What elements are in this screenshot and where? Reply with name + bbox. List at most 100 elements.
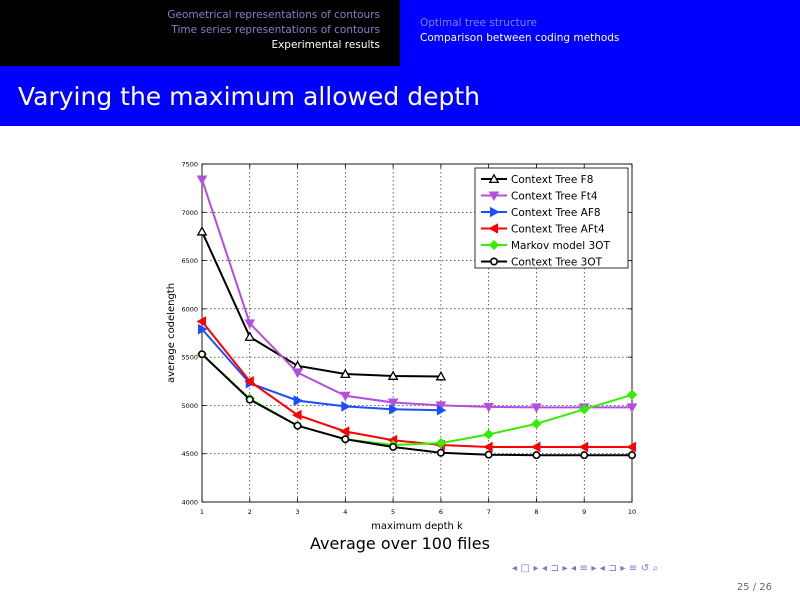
data-point-series-4 — [530, 441, 541, 453]
subsection-link-optimal-tree[interactable]: Optimal tree structure — [420, 17, 537, 29]
data-point-series-1 — [340, 368, 351, 379]
x-tick-label: 6 — [439, 508, 443, 516]
data-point-series-4 — [292, 409, 302, 421]
triangle-right-icon[interactable]: ▸ — [533, 563, 540, 574]
data-point-series-6 — [532, 451, 541, 460]
legend-box — [474, 167, 629, 269]
frame-icon[interactable]: □ — [520, 563, 531, 574]
triangle-left-icon[interactable]: ◂ — [599, 563, 606, 574]
y-tick-label: 7000 — [181, 209, 198, 217]
legend-label-5: Markov model 3OT — [511, 240, 610, 252]
subsection-icon[interactable]: ⊐ — [608, 563, 618, 574]
plot-frame — [201, 163, 633, 503]
data-point-series-1 — [435, 370, 447, 381]
data-point-series-6 — [341, 435, 350, 444]
section-link-experimental-results[interactable]: Experimental results — [271, 39, 380, 51]
data-point-series-3 — [293, 395, 304, 406]
data-point-series-3 — [341, 401, 351, 412]
data-point-series-2 — [483, 402, 494, 413]
data-point-series-2 — [435, 401, 447, 411]
legend-label-3: Context Tree AF8 — [511, 207, 601, 219]
search-icon[interactable]: ⌕ — [652, 563, 659, 574]
x-tick-label: 9 — [582, 508, 586, 516]
subsection-list: Optimal tree structure Comparison betwee… — [400, 0, 800, 66]
data-point-series-6 — [198, 350, 207, 359]
x-tick-label: 10 — [628, 508, 636, 516]
y-tick-label: 6500 — [181, 257, 198, 265]
x-tick-label: 2 — [248, 508, 252, 516]
legend-marker-4 — [488, 223, 499, 234]
y-tick-label: 4500 — [181, 450, 198, 458]
data-point-series-2 — [340, 391, 351, 402]
legend-label-2: Context Tree Ft4 — [511, 191, 598, 203]
x-axis-label: maximum depth k — [371, 521, 463, 532]
x-tick-label: 4 — [343, 508, 347, 516]
section-list: Geometrical representations of contours … — [0, 0, 400, 66]
section-link-time-series[interactable]: Time series representations of contours — [171, 24, 380, 36]
x-tick-label: 5 — [391, 508, 395, 516]
subsection-link-comparison[interactable]: Comparison between coding methods — [420, 32, 620, 44]
data-point-series-3 — [436, 404, 447, 416]
x-tick-label: 3 — [295, 508, 299, 516]
data-point-series-6 — [293, 421, 302, 430]
legend-marker-3 — [489, 206, 500, 218]
subsection-icon[interactable]: ⊐ — [550, 563, 560, 574]
data-point-series-3 — [197, 323, 208, 335]
data-point-series-4 — [244, 375, 254, 387]
data-point-series-5 — [435, 437, 447, 449]
section-icon[interactable]: ≡ — [579, 563, 589, 574]
data-point-series-1 — [244, 331, 256, 341]
data-point-series-4 — [483, 441, 493, 453]
triangle-left-icon[interactable]: ◂ — [542, 563, 548, 574]
legend-marker-1 — [488, 173, 500, 184]
triangle-right-icon[interactable]: ▸ — [591, 563, 597, 574]
x-tick-label: 1 — [200, 508, 204, 516]
legend-label-4: Context Tree AFt4 — [511, 224, 605, 236]
data-point-series-5 — [579, 404, 590, 415]
y-tick-label: 7500 — [181, 161, 198, 169]
data-point-series-1 — [387, 370, 399, 380]
data-point-series-2 — [531, 403, 542, 413]
triangle-right-icon[interactable]: ▸ — [620, 563, 626, 574]
data-point-series-2 — [626, 403, 638, 413]
data-point-series-4 — [626, 441, 637, 453]
x-tick-label: 7 — [487, 508, 491, 516]
data-point-series-4 — [339, 426, 350, 437]
legend-label-1: Context Tree F8 — [511, 174, 593, 186]
align-icon[interactable]: ≡ — [628, 563, 638, 574]
y-tick-label: 6000 — [181, 305, 198, 313]
series-line-1 — [201, 231, 441, 378]
data-point-series-6 — [627, 451, 636, 460]
figure-caption: Average over 100 files — [310, 534, 490, 553]
data-point-series-6 — [245, 395, 254, 404]
section-link-geometrical[interactable]: Geometrical representations of contours — [167, 9, 380, 21]
data-point-series-6 — [484, 450, 493, 459]
legend-marker-5 — [488, 239, 500, 251]
data-point-series-5 — [626, 389, 638, 400]
y-axis-label: average codelength — [166, 283, 177, 383]
data-point-series-4 — [196, 316, 207, 327]
series-line-4 — [201, 320, 632, 448]
slide-title-bar: Varying the maximum allowed depth — [0, 66, 800, 126]
legend-marker-2 — [488, 191, 500, 202]
data-point-series-5 — [483, 429, 494, 440]
data-point-series-2 — [244, 319, 256, 329]
series-line-2 — [201, 179, 632, 409]
triangle-right-icon[interactable]: ▸ — [562, 563, 568, 574]
data-point-series-1 — [196, 226, 208, 236]
series-line-6 — [201, 353, 632, 457]
triangle-left-icon[interactable]: ◂ — [512, 563, 518, 574]
series-line-3 — [201, 328, 441, 412]
data-point-series-2 — [387, 398, 399, 409]
triangle-left-icon[interactable]: ◂ — [570, 563, 577, 574]
page-number: 25 / 26 — [736, 582, 772, 593]
data-point-series-6 — [436, 448, 445, 457]
slide-title: Varying the maximum allowed depth — [18, 82, 480, 111]
data-point-series-6 — [389, 442, 398, 451]
data-point-series-2 — [292, 368, 303, 379]
undo-icon[interactable]: ↺ — [640, 563, 650, 574]
section-navigation-bar: Geometrical representations of contours … — [0, 0, 800, 66]
y-tick-label: 5500 — [181, 354, 198, 362]
data-point-series-6 — [580, 451, 589, 460]
